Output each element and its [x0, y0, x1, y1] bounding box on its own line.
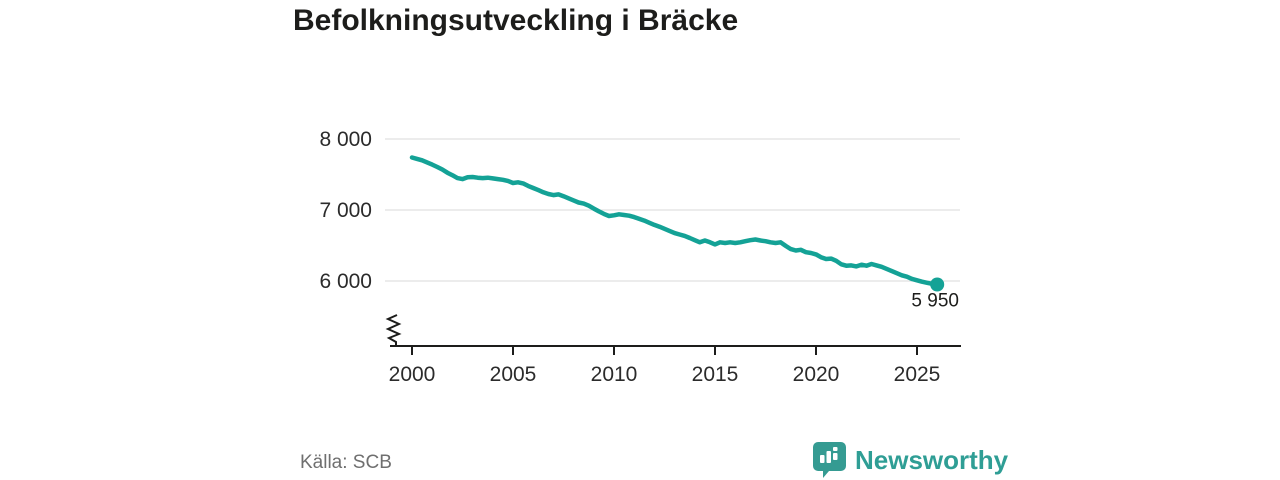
y-tick-label: 6 000: [319, 270, 372, 293]
y-gridlines: [385, 138, 960, 282]
brand-footer[interactable]: Newsworthy: [812, 441, 1008, 479]
y-tick-label: 8 000: [319, 128, 372, 151]
x-tick-label: 2005: [490, 363, 537, 386]
axis-break-icon: [385, 314, 402, 345]
x-tick-label: 2025: [894, 363, 941, 386]
x-axis-ticks: [411, 346, 918, 355]
chart-title: Befolkningsutveckling i Bräcke: [293, 4, 739, 37]
y-axis-labels: 8 000 7 000 6 000: [319, 128, 372, 293]
x-tick-label: 2000: [389, 363, 436, 386]
end-value-label: 5 950: [911, 291, 959, 312]
x-tick-label: 2015: [692, 363, 739, 386]
newsworthy-logo-icon: [813, 442, 846, 478]
x-tick-label: 2020: [793, 363, 840, 386]
population-line: [409, 155, 940, 287]
line-end-dot: [930, 277, 945, 292]
brand-wordmark: Newsworthy: [855, 444, 1009, 475]
x-tick-label: 2010: [591, 363, 638, 386]
source-label: Källa: SCB: [300, 452, 392, 473]
x-axis-labels: 2000 2005 2010 2015 2020 2025: [389, 363, 941, 386]
y-tick-label: 7 000: [319, 199, 372, 222]
